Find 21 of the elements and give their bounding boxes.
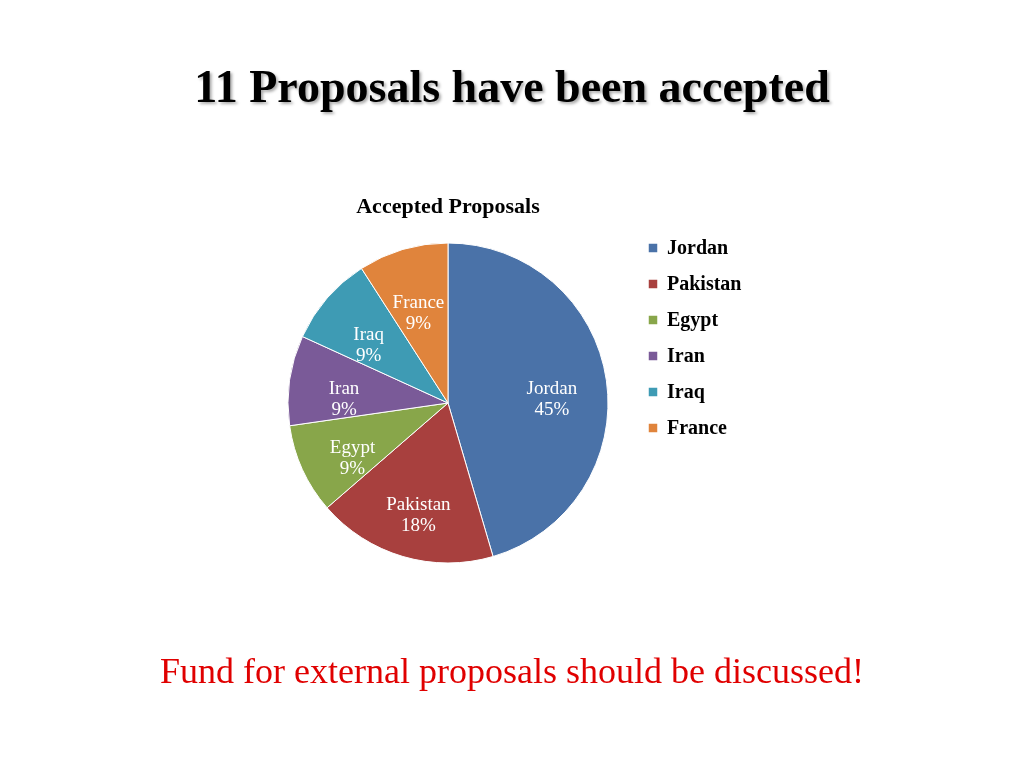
slice-label: Pakistan (385, 492, 451, 514)
data-label: 9% (405, 312, 431, 334)
slice-label: France (392, 291, 444, 313)
data-label: 9% (339, 456, 365, 478)
data-label: 9% (355, 344, 381, 366)
data-label: 18% (400, 513, 436, 535)
text: Fund for external proposals should be discussed! (159, 650, 865, 692)
chart-title: 11 Proposals have been accepted (193, 60, 831, 114)
legend-label: Iraq (666, 380, 705, 403)
legend-label: Egypt (666, 308, 718, 331)
data-label: 9% (330, 398, 357, 420)
legend-label: Pakistan (666, 272, 741, 294)
chart-subtitle: Accepted Proposals (355, 193, 540, 218)
data-label: 45% (534, 398, 570, 420)
legend-label: Jordan (666, 236, 728, 258)
legend-label: Iran (666, 344, 705, 366)
slice-label: Iran (328, 377, 360, 399)
legend-label: France (666, 416, 727, 438)
slice-label: Jordan (526, 377, 578, 399)
slice-label: Iraq (352, 323, 384, 345)
slice-label: Egypt (329, 435, 376, 457)
